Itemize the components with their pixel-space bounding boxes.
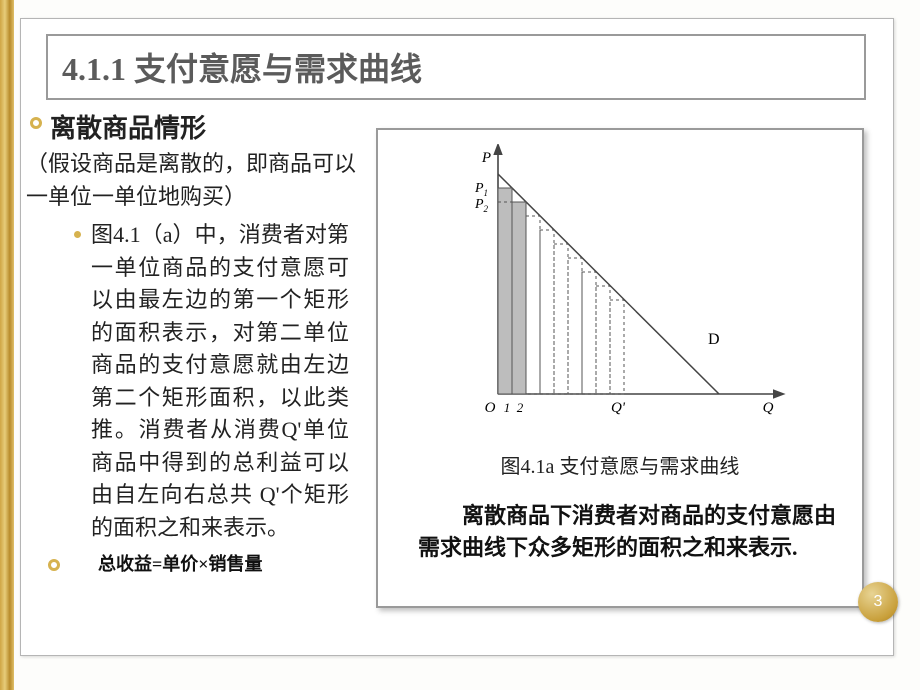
axis-label-O: O bbox=[485, 400, 496, 416]
subheading: 离散商品情形 bbox=[50, 108, 206, 145]
axis-label-P2: P2 bbox=[474, 197, 489, 214]
demand-curve-chart: P P1 P2 O 1 2 Q' Q D bbox=[458, 144, 798, 444]
hollow-bullet-icon bbox=[48, 559, 60, 571]
axis-label-Q: Q bbox=[763, 400, 774, 416]
body-text: 图4.1（a）中，消费者对第一单位商品的支付意愿可以由最左边的第一个矩形的面积表… bbox=[91, 219, 349, 544]
slide-title: 4.1.1 支付意愿与需求曲线 bbox=[62, 44, 422, 90]
page-number-badge: 3 bbox=[858, 582, 898, 622]
content-area: 离散商品情形 （假设商品是离散的，即商品可以一单位一单位地购买） 图4.1（a）… bbox=[30, 108, 370, 576]
axis-label-P: P bbox=[481, 150, 491, 166]
formula-row: 总收益=单价×销售量 bbox=[48, 550, 370, 576]
page-number: 3 bbox=[874, 593, 883, 611]
tick-2: 2 bbox=[517, 400, 524, 415]
bullet-row-1: 离散商品情形 bbox=[30, 108, 370, 145]
solid-bullet-icon bbox=[74, 231, 81, 238]
tick-1: 1 bbox=[504, 400, 511, 415]
chart-caption: 图4.1a 支付意愿与需求曲线 bbox=[378, 450, 862, 479]
chart-description: 离散商品下消费者对商品的支付意愿由需求曲线下众多矩形的面积之和来表示. bbox=[418, 500, 838, 564]
parenthetical: （假设商品是离散的，即商品可以一单位一单位地购买） bbox=[26, 147, 370, 213]
tick-Qprime: Q' bbox=[611, 400, 626, 416]
chart-box: P P1 P2 O 1 2 Q' Q D 图4.1a 支付意愿与需求曲线 离散商… bbox=[376, 128, 864, 608]
title-box: 4.1.1 支付意愿与需求曲线 bbox=[46, 34, 866, 100]
sub-bullet-row: 图4.1（a）中，消费者对第一单位商品的支付意愿可以由最左边的第一个矩形的面积表… bbox=[74, 219, 370, 544]
axis-label-P1: P1 bbox=[474, 181, 488, 198]
gold-accent-bar bbox=[0, 0, 14, 690]
formula-text: 总收益=单价×销售量 bbox=[98, 550, 263, 576]
hollow-bullet-icon bbox=[30, 117, 42, 129]
curve-label-D: D bbox=[708, 331, 720, 348]
